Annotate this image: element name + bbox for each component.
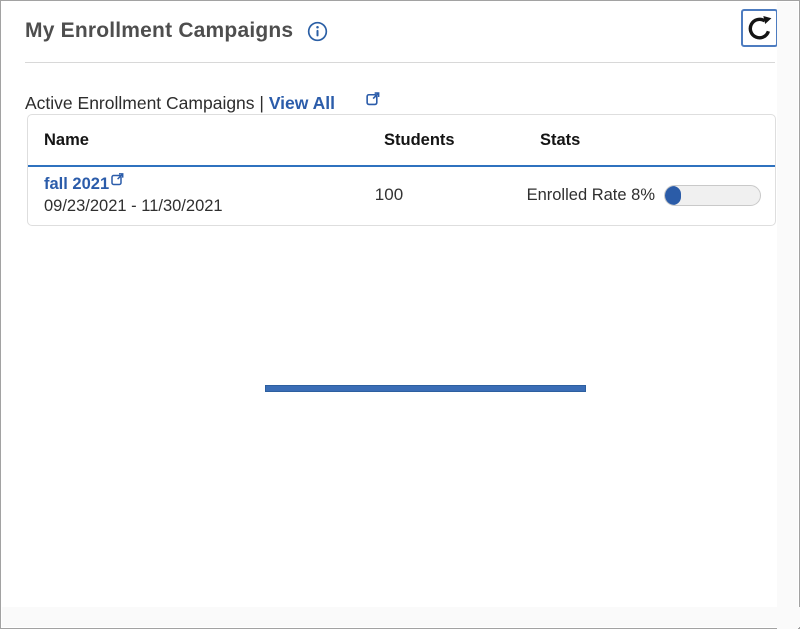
campaign-date-range: 09/23/2021 - 11/30/2021 — [44, 197, 223, 215]
stats-cell: Enrolled Rate 8% — [526, 184, 775, 206]
column-header-name: Name — [44, 130, 89, 149]
page-title: My Enrollment Campaigns — [25, 19, 294, 42]
external-link-icon — [110, 170, 124, 192]
table-header-row: Name Students Stats — [28, 115, 775, 167]
active-campaigns-label: Active Enrollment Campaigns — [25, 93, 255, 113]
loading-bar — [265, 385, 586, 392]
bottom-gutter — [2, 607, 800, 627]
campaign-name-link[interactable]: fall 2021 — [44, 173, 124, 195]
column-header-stats: Stats — [540, 130, 581, 149]
right-gutter — [777, 2, 798, 629]
refresh-icon — [748, 15, 772, 39]
students-count: 100 — [374, 185, 404, 204]
widget-header: My Enrollment Campaigns — [25, 19, 328, 43]
info-circle-icon — [308, 21, 328, 41]
campaign-name-cell: fall 2021 09/23/2021 - 11/30/2021 — [28, 173, 375, 217]
campaigns-table: Name Students Stats fall 2021 09/23/2021… — [27, 114, 776, 226]
enrolled-rate-label: Enrolled Rate 8% — [526, 185, 655, 204]
column-header-students: Students — [384, 130, 455, 149]
view-all-link[interactable]: View All — [269, 72, 380, 135]
header-divider — [25, 62, 775, 63]
enrolled-rate-progress-bar — [664, 184, 761, 206]
subheader: Active Enrollment Campaigns | View All — [25, 72, 380, 135]
external-link-icon — [336, 69, 380, 132]
separator: | — [254, 93, 269, 113]
info-icon[interactable] — [307, 21, 328, 42]
progress-fill — [665, 185, 681, 205]
table-row: fall 2021 09/23/2021 - 11/30/2021 100 En… — [28, 167, 775, 225]
refresh-button[interactable] — [741, 9, 778, 47]
students-cell: 100 — [375, 185, 527, 205]
